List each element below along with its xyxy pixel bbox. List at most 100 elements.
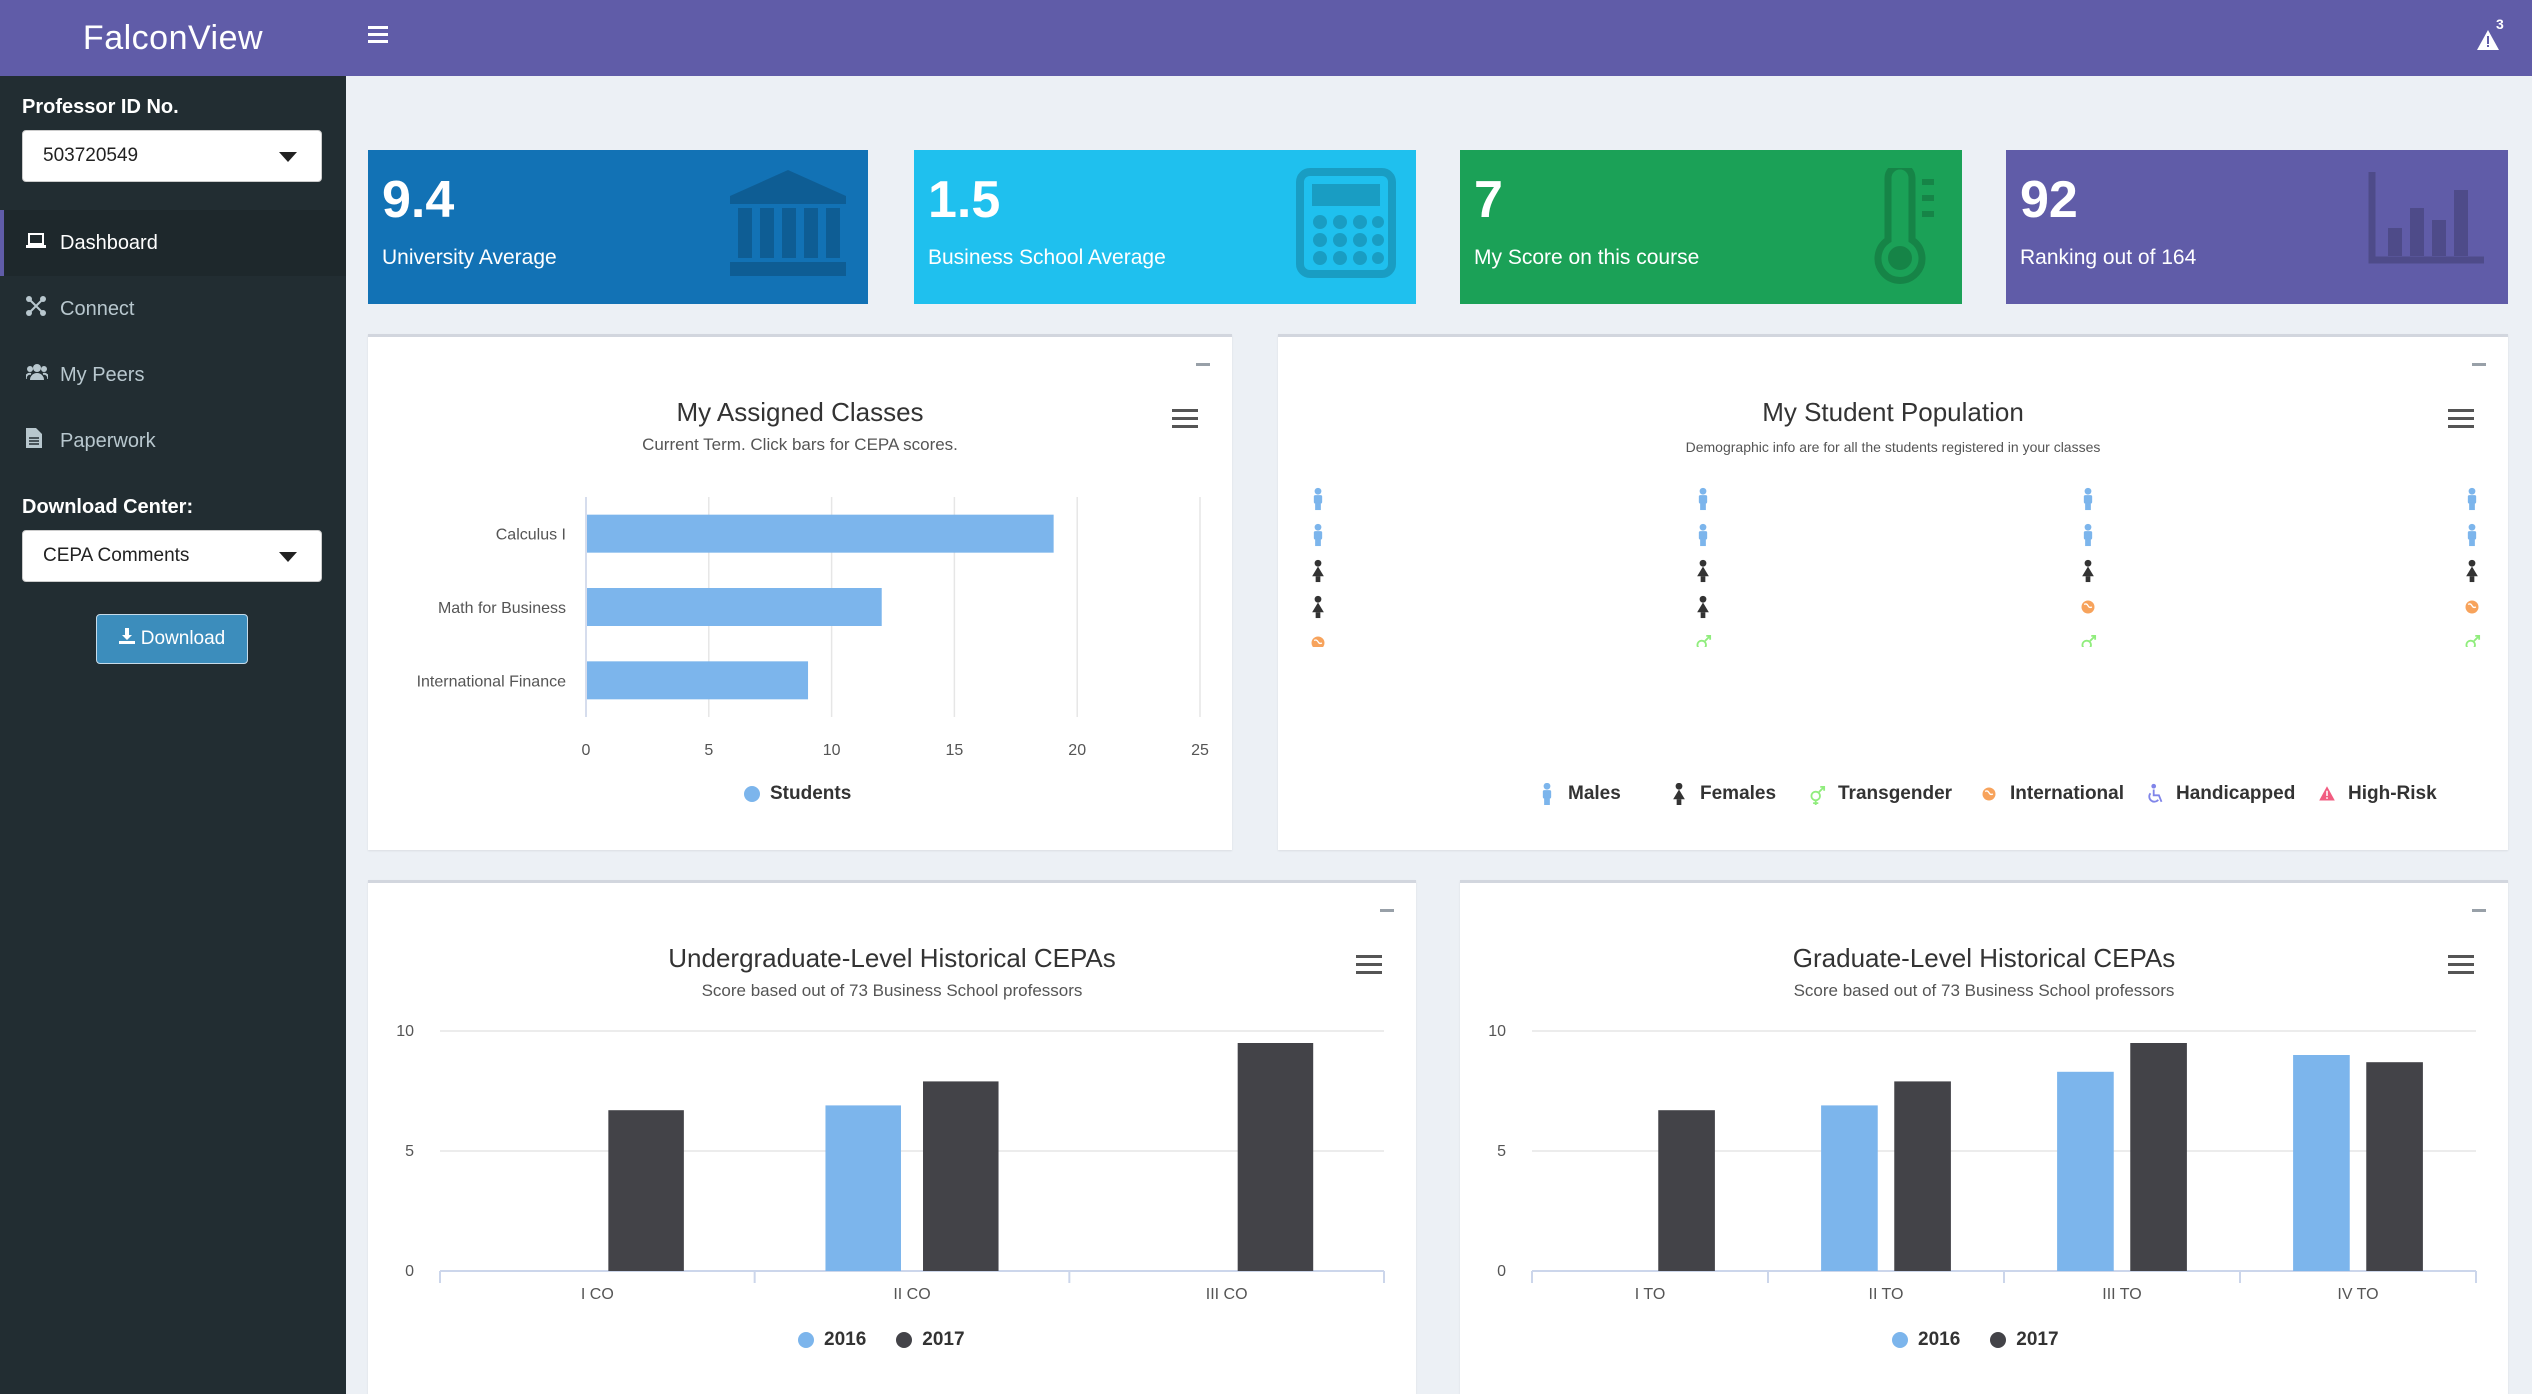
panel-title: My Student Population bbox=[1762, 397, 2024, 427]
legend-label: Handicapped bbox=[2176, 783, 2296, 804]
professor-id-value: 503720549 bbox=[43, 145, 139, 166]
legend-item-transgender[interactable]: Transgender bbox=[1806, 783, 1952, 805]
chart-menu-icon[interactable] bbox=[2448, 409, 2474, 433]
users-icon bbox=[24, 363, 60, 387]
male-icon[interactable] bbox=[2467, 487, 2477, 511]
sidebar-menu: Dashboard Connect My Peers Paperwork bbox=[0, 210, 346, 474]
collapse-icon[interactable] bbox=[1196, 363, 1210, 366]
transgender-icon[interactable] bbox=[2465, 634, 2481, 647]
chevron-down-icon bbox=[279, 152, 297, 162]
bar[interactable] bbox=[608, 1110, 684, 1271]
legend-label: Transgender bbox=[1838, 783, 1953, 804]
x-tick-label: IV TO bbox=[2337, 1286, 2378, 1303]
bar[interactable] bbox=[923, 1081, 999, 1271]
panel-title: Graduate-Level Historical CEPAs bbox=[1792, 943, 2176, 973]
download-button[interactable]: Download bbox=[96, 614, 248, 664]
bar[interactable] bbox=[1237, 1043, 1314, 1271]
x-tick-label: I TO bbox=[1635, 1286, 1666, 1303]
x-tick-label: 15 bbox=[946, 742, 964, 759]
male-icon[interactable] bbox=[1313, 487, 1323, 511]
handicapped-icon bbox=[2148, 783, 2163, 803]
international-icon bbox=[1982, 787, 1996, 801]
chart-menu-icon[interactable] bbox=[1172, 409, 1198, 433]
transgender-icon[interactable] bbox=[2081, 634, 2097, 647]
bar[interactable] bbox=[587, 588, 882, 626]
international-icon[interactable] bbox=[2081, 600, 2095, 614]
male-icon[interactable] bbox=[1698, 523, 1708, 547]
legend-item-male[interactable]: Males bbox=[1536, 783, 1621, 805]
download-center-select[interactable]: CEPA Comments bbox=[22, 530, 322, 582]
sidebar-item-label: Connect bbox=[60, 297, 135, 320]
male-icon[interactable] bbox=[1698, 487, 1708, 511]
alert-count-badge: 3 bbox=[2496, 16, 2504, 32]
chart-legend[interactable]: 2016 2017 bbox=[798, 1329, 965, 1351]
collapse-icon[interactable] bbox=[2472, 363, 2486, 366]
legend-item-handicapped[interactable]: Handicapped bbox=[2144, 783, 2295, 805]
alerts-button[interactable]: 3 bbox=[2476, 16, 2516, 58]
bar[interactable] bbox=[587, 661, 809, 700]
chart-legend[interactable]: Students bbox=[744, 783, 851, 805]
bar[interactable] bbox=[1894, 1081, 1951, 1271]
chart-menu-icon[interactable] bbox=[2448, 955, 2474, 979]
sidebar-item-dashboard[interactable]: Dashboard bbox=[0, 210, 346, 276]
female-icon[interactable] bbox=[1312, 595, 1324, 619]
sidebar-item-label: Dashboard bbox=[60, 231, 158, 254]
x-tick-label: 10 bbox=[823, 742, 841, 759]
info-box-label: Ranking out of 164 bbox=[2020, 246, 2197, 269]
university-icon bbox=[730, 170, 846, 276]
panel-subtitle: Score based out of 73 Business School pr… bbox=[1793, 981, 2175, 1000]
international-icon[interactable] bbox=[2465, 600, 2479, 614]
info-box-university-average: 9.4 University Average bbox=[368, 150, 868, 304]
female-icon[interactable] bbox=[2466, 559, 2478, 583]
y-tick-label: 10 bbox=[396, 1023, 414, 1040]
download-center-value: CEPA Comments bbox=[43, 545, 190, 566]
x-tick-label: 0 bbox=[582, 742, 591, 759]
x-tick-label: II TO bbox=[1869, 1286, 1904, 1303]
menu-toggle-icon[interactable] bbox=[368, 26, 388, 44]
info-box-value: 92 bbox=[2020, 171, 2078, 229]
sidebar-item-my-peers[interactable]: My Peers bbox=[0, 342, 346, 408]
y-tick-label: 0 bbox=[1497, 1263, 1506, 1280]
chart-legend[interactable]: 2016 2017 bbox=[1892, 1329, 2059, 1351]
bar[interactable] bbox=[2057, 1071, 2114, 1271]
bar[interactable] bbox=[2130, 1043, 2187, 1271]
panel-title: My Assigned Classes bbox=[676, 397, 924, 427]
male-icon[interactable] bbox=[2083, 487, 2093, 511]
assigned-classes-panel: My Assigned Classes Current Term. Click … bbox=[368, 334, 1232, 850]
female-icon[interactable] bbox=[2082, 559, 2094, 583]
female-icon[interactable] bbox=[1697, 559, 1709, 583]
legend-label: International bbox=[2010, 783, 2125, 804]
legend-label: 2016 bbox=[1918, 1329, 1961, 1350]
download-icon bbox=[118, 628, 135, 650]
x-tick-label: III CO bbox=[1206, 1286, 1248, 1303]
bar[interactable] bbox=[1821, 1105, 1878, 1271]
x-tick-label: III TO bbox=[2102, 1286, 2141, 1303]
male-icon[interactable] bbox=[2467, 523, 2477, 547]
chevron-down-icon bbox=[279, 552, 297, 562]
sidebar-item-connect[interactable]: Connect bbox=[0, 276, 346, 342]
international-icon[interactable] bbox=[1311, 636, 1325, 648]
undergraduate-cepa-panel: Undergraduate-Level Historical CEPAs Sco… bbox=[368, 880, 1416, 1394]
female-icon[interactable] bbox=[1697, 595, 1709, 619]
legend-item-high-risk[interactable]: High-Risk bbox=[2316, 783, 2437, 805]
download-button-label: Download bbox=[140, 628, 226, 649]
legend-marker bbox=[1990, 1332, 2007, 1348]
bar[interactable] bbox=[2293, 1055, 2350, 1271]
bar[interactable] bbox=[2366, 1062, 2423, 1271]
bar[interactable] bbox=[825, 1105, 901, 1271]
transgender-icon[interactable] bbox=[1696, 634, 1712, 647]
app-logo[interactable]: FalconView bbox=[0, 0, 346, 76]
legend-item-female[interactable]: Females bbox=[1668, 783, 1776, 805]
male-icon[interactable] bbox=[1313, 523, 1323, 547]
calculator-icon bbox=[1296, 168, 1396, 278]
collapse-icon[interactable] bbox=[2472, 909, 2486, 912]
legend-item-international[interactable]: International bbox=[1978, 783, 2124, 805]
professor-id-select[interactable]: 503720549 bbox=[22, 130, 322, 182]
collapse-icon[interactable] bbox=[1380, 909, 1394, 912]
chart-menu-icon[interactable] bbox=[1356, 955, 1382, 979]
female-icon[interactable] bbox=[1312, 559, 1324, 583]
bar[interactable] bbox=[587, 514, 1054, 553]
bar[interactable] bbox=[1658, 1110, 1715, 1271]
sidebar-item-paperwork[interactable]: Paperwork bbox=[0, 408, 346, 474]
male-icon[interactable] bbox=[2083, 523, 2093, 547]
